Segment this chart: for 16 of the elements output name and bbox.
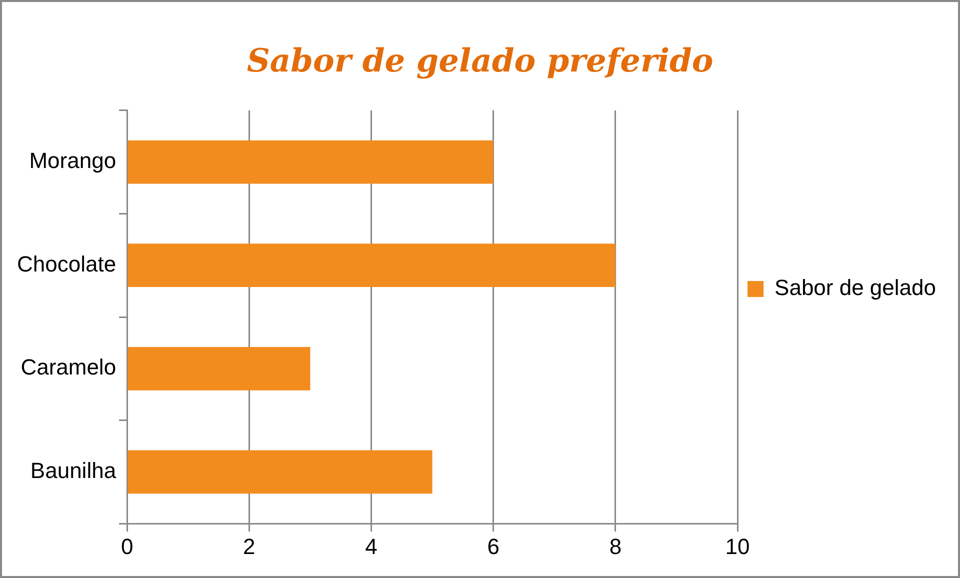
bar	[128, 450, 432, 494]
x-tick-label: 2	[243, 534, 256, 559]
y-tick-label: Morango	[29, 148, 116, 174]
y-tick-label: Caramelo	[20, 354, 116, 380]
x-tick-label: 0	[120, 534, 134, 559]
x-tick-label: 6	[487, 534, 500, 559]
bar	[128, 346, 310, 390]
x-tick-label: 8	[609, 534, 622, 559]
x-tick-label: 10	[725, 534, 750, 559]
y-tick-label: Baunilha	[30, 458, 117, 484]
bar	[128, 140, 494, 184]
x-tick-label: 4	[365, 534, 378, 559]
chart-title: Sabor de gelado preferido	[246, 42, 714, 80]
legend-label: Sabor de gelado	[774, 275, 936, 300]
y-tick-label: Chocolate	[16, 251, 116, 276]
bar	[128, 244, 616, 288]
